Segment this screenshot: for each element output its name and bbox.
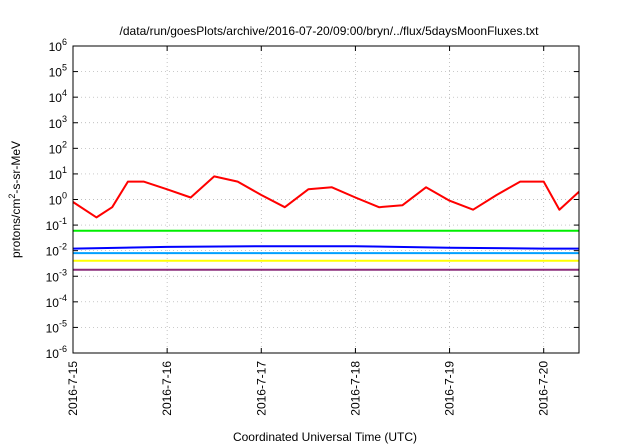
y-tick-exponent: -1 (59, 216, 67, 226)
y-tick-label: 104 (49, 88, 67, 105)
y-axis-label-text: -s-sr-MeV (9, 141, 23, 194)
x-tick-label: 2016-7-17 (254, 361, 268, 416)
y-tick-label: 103 (49, 114, 67, 131)
y-tick-exponent: 2 (62, 139, 67, 149)
y-tick-base: 10 (46, 321, 60, 335)
y-tick-exponent: 6 (62, 37, 67, 47)
y-tick-exponent: -6 (59, 344, 67, 354)
y-tick-base: 10 (49, 40, 63, 54)
axis-ticks (72, 45, 579, 354)
y-axis-label-text: protons/cm (9, 199, 23, 258)
y-tick-label: 10-3 (46, 267, 67, 284)
y-tick-base: 10 (49, 91, 63, 105)
y-tick-label: 105 (49, 63, 67, 80)
x-tick-label: 2016-7-18 (348, 361, 362, 416)
y-tick-exponent: -2 (59, 242, 67, 252)
x-axis-tick-labels: 2016-7-15 2016-7-16 2016-7-17 2016-7-18 2016… (66, 361, 551, 416)
y-tick-exponent: 3 (62, 114, 67, 124)
y-tick-base: 10 (49, 117, 63, 131)
y-tick-exponent: 1 (62, 165, 67, 175)
data-series (72, 175, 580, 271)
y-tick-base: 10 (49, 142, 63, 156)
x-tick-label: 2016-7-20 (537, 361, 551, 416)
y-axis-label-superscript: 2 (7, 194, 17, 199)
y-tick-base: 10 (49, 66, 63, 80)
y-tick-label: 106 (49, 37, 67, 54)
y-tick-base: 10 (46, 219, 60, 233)
y-tick-label: 102 (49, 139, 67, 156)
grid-lines (73, 46, 579, 353)
x-tick-label: 2016-7-15 (66, 361, 80, 416)
y-tick-label: 10-1 (46, 216, 67, 233)
x-tick-label: 2016-7-16 (160, 361, 174, 416)
y-tick-exponent: 0 (62, 191, 67, 201)
y-tick-exponent: -3 (59, 267, 67, 277)
y-tick-label: 100 (49, 191, 67, 208)
y-tick-exponent: 4 (62, 88, 67, 98)
y-tick-base: 10 (49, 168, 63, 182)
y-tick-base: 10 (46, 296, 60, 310)
y-tick-exponent: 5 (62, 63, 67, 73)
chart-title: /data/run/goesPlots/archive/2016-07-20/0… (120, 24, 540, 38)
y-tick-label: 10-6 (46, 344, 67, 361)
y-tick-base: 10 (46, 347, 60, 361)
data-series-line (72, 245, 579, 250)
y-tick-label: 10-5 (46, 318, 67, 335)
x-axis-label: Coordinated Universal Time (UTC) (233, 430, 417, 444)
y-axis-label: protons/cm2-s-sr-MeV (7, 141, 23, 258)
y-tick-base: 10 (46, 270, 60, 284)
y-axis-tick-labels: 10-610-510-410-310-210-11001011021031041… (46, 37, 67, 361)
y-tick-base: 10 (46, 245, 60, 259)
data-series-line (72, 175, 580, 219)
x-tick-label: 2016-7-19 (443, 361, 457, 416)
y-tick-label: 10-4 (46, 293, 67, 310)
y-tick-label: 101 (49, 165, 67, 182)
y-tick-base: 10 (49, 194, 63, 208)
y-tick-exponent: -5 (59, 318, 67, 328)
y-tick-label: 10-2 (46, 242, 67, 259)
y-tick-exponent: -4 (59, 293, 67, 303)
